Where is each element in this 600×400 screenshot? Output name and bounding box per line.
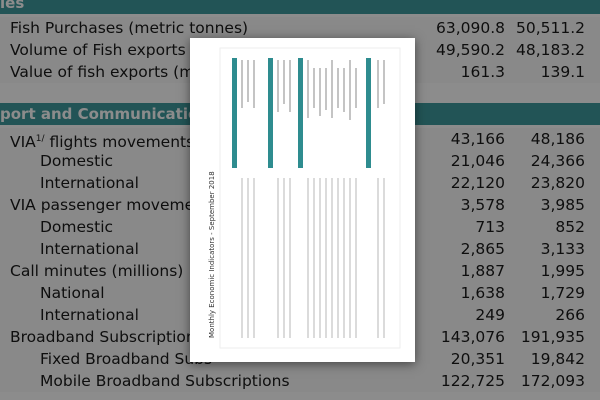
row-value: 139.1 — [540, 63, 585, 81]
row-value: 1,729 — [540, 284, 585, 302]
row-value: 19,842 — [530, 350, 585, 368]
row-value: 48,186 — [530, 130, 585, 148]
row-value: 122,725 — [440, 372, 505, 390]
section-header: ies — [0, 0, 600, 14]
label-text: VIA passenger movements — [10, 196, 219, 214]
thumbnail-title: Monthly Economic Indicators - September … — [208, 171, 216, 338]
row-label: VIA passenger movements — [10, 194, 218, 216]
label-text: Fixed Broadband Subs — [40, 350, 213, 368]
row-value: 852 — [555, 218, 585, 236]
label-text: VIA — [10, 133, 36, 152]
label-text: Volume of Fish exports (m — [10, 41, 212, 59]
row-label: Domestic — [40, 150, 113, 172]
row-label: Mobile Broadband Subscriptions — [40, 370, 290, 392]
label-text: Mobile Broadband Subscriptions — [40, 372, 290, 390]
label-text: National — [40, 284, 105, 302]
row-value: 1,638 — [460, 284, 505, 302]
label-text: Domestic — [40, 218, 114, 236]
row-label: Call minutes (millions) — [10, 260, 183, 282]
row-value: 3,578 — [460, 196, 505, 214]
row-value: 22,120 — [450, 174, 505, 192]
row-value: 713 — [475, 218, 505, 236]
thumbnail: Monthly Economic Indicators - September … — [208, 47, 401, 349]
row-value: 23,820 — [530, 174, 585, 192]
row-value: 1,887 — [460, 262, 505, 280]
row-label: Domestic — [40, 216, 113, 238]
row-value: 20,351 — [450, 350, 505, 368]
label-text: International — [40, 240, 139, 258]
row-label: National — [40, 282, 105, 304]
row-label: Broadband Subscriptions — [10, 326, 204, 348]
row-value: 266 — [555, 306, 585, 324]
row-value: 48,183.2 — [515, 41, 585, 59]
label-text: Fish Purchases (metric tonnes) — [10, 19, 249, 37]
row-label: International — [40, 238, 139, 260]
label-text: Value of fish exports (milli — [10, 63, 212, 81]
row-label: International — [40, 304, 139, 326]
label-text: Call minutes (millions) — [10, 262, 184, 280]
row-value: 2,865 — [460, 240, 505, 258]
footnote-mark: 1/ — [35, 134, 45, 144]
label-text: International — [40, 174, 139, 192]
row-value: 63,090.8 — [435, 19, 505, 37]
thumbnail-lines — [241, 60, 385, 120]
label-text: Domestic — [40, 152, 114, 170]
label-text: flights movements — [49, 133, 195, 152]
row-label: Fish Purchases (metric tonnes) — [10, 17, 248, 39]
row-value: 21,046 — [450, 152, 505, 170]
row-value: 3,985 — [540, 196, 585, 214]
row-value: 3,133 — [540, 240, 585, 258]
row-value: 161.3 — [460, 63, 505, 81]
row-label: Volume of Fish exports (m — [10, 39, 212, 61]
row-value: 24,366 — [530, 152, 585, 170]
row-value: 172,093 — [520, 372, 585, 390]
row-value: 49,590.2 — [435, 41, 505, 59]
table-row: Fish Purchases (metric tonnes) 63,090.8 50… — [0, 17, 600, 39]
row-value: 50,511.2 — [515, 19, 585, 37]
row-value: 249 — [475, 306, 505, 324]
label-text: International — [40, 306, 139, 324]
row-label: Value of fish exports (milli — [10, 61, 212, 83]
thumbnail-values — [241, 178, 385, 338]
row-label: International — [40, 172, 139, 194]
row-label: VIA1/ flights movements — [10, 128, 194, 153]
row-label: Fixed Broadband Subs — [40, 348, 212, 370]
sub-row: Mobile Broadband Subscriptions 122,725 172… — [0, 370, 600, 392]
thumbnail-page — [219, 47, 401, 349]
thumbnail-bars — [232, 58, 371, 168]
row-value: 191,935 — [520, 328, 585, 346]
label-text: Broadband Subscriptions — [10, 328, 204, 346]
row-value: 1,995 — [540, 262, 585, 280]
row-value: 143,076 — [440, 328, 505, 346]
row-value: 43,166 — [450, 130, 505, 148]
preview-modal: Monthly Economic Indicators - September … — [190, 38, 415, 362]
